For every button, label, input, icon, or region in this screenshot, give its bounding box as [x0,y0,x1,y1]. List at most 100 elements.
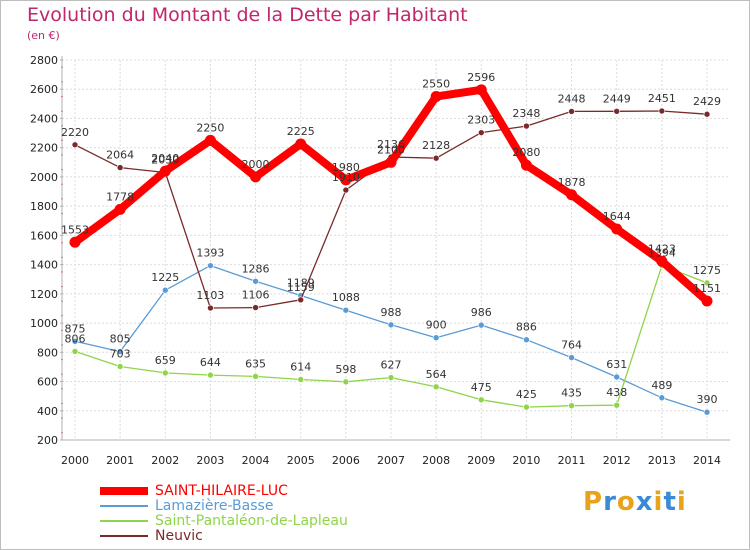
data-label: 2000 [242,158,270,171]
data-label: 886 [516,321,537,334]
data-point [611,223,622,234]
data-label: 1980 [332,161,360,174]
data-point [614,374,620,380]
data-label: 2449 [603,92,631,105]
data-label: 564 [426,368,447,381]
data-label: 659 [155,354,176,367]
data-label: 2429 [693,95,721,108]
y-tick-label: 2400 [30,112,58,125]
data-point [207,263,213,269]
data-label: 1393 [196,247,224,260]
data-point [433,335,439,341]
logo-letter: i [677,487,687,517]
legend-swatch [100,487,148,495]
data-label: 1553 [61,223,89,236]
y-tick-label: 1200 [30,288,58,301]
y-tick-label: 2600 [30,83,58,96]
legend-swatch [100,535,148,537]
y-tick-label: 800 [37,346,58,359]
logo-letter: o [617,487,636,517]
x-tick-label: 2003 [196,454,224,467]
y-tick-label: 200 [37,434,58,447]
x-tick-label: 2012 [603,454,631,467]
data-label: 2080 [512,146,540,159]
data-point [614,108,620,114]
line-chart: 2004006008001000120014001600180020002200… [0,0,750,550]
data-label: 900 [426,319,447,332]
data-label: 2100 [377,143,405,156]
data-label: 635 [245,357,266,370]
data-point [476,84,487,95]
data-point [162,287,168,293]
data-point [386,157,397,168]
data-label: 614 [290,360,311,373]
x-tick-label: 2010 [512,454,540,467]
logo-letter: x [636,487,654,517]
legend-label: Saint-Pantaléon-de-Lapleau [155,513,348,529]
data-label: 1159 [287,281,315,294]
data-point [205,135,216,146]
data-point [659,395,665,401]
x-tick-label: 2007 [377,454,405,467]
data-label: 1778 [106,190,134,203]
data-label: 2225 [287,125,315,138]
x-tick-label: 2013 [648,454,676,467]
data-label: 1225 [151,271,179,284]
y-tick-label: 400 [37,405,58,418]
data-point [160,166,171,177]
legend-swatch [100,520,148,522]
data-label: 2448 [558,92,586,105]
data-point [569,355,575,361]
y-tick-label: 1800 [30,200,58,213]
y-tick-label: 600 [37,376,58,389]
data-point [521,160,532,171]
data-point [523,404,529,410]
data-point [659,108,665,114]
data-label: 475 [471,381,492,394]
data-label: 1275 [693,264,721,277]
data-point [343,379,349,385]
x-tick-label: 2006 [332,454,360,467]
data-point [298,376,304,382]
x-tick-label: 2008 [422,454,450,467]
logo-letter: r [603,487,617,517]
data-label: 2064 [106,149,134,162]
data-point [295,139,306,150]
data-label: 1088 [332,291,360,304]
data-label: 2451 [648,92,676,105]
data-point [433,384,439,390]
y-tick-label: 2000 [30,171,58,184]
data-label: 631 [606,358,627,371]
y-tick-label: 2200 [30,142,58,155]
data-point [298,297,304,303]
data-label: 2220 [61,126,89,139]
legend-label: Lamazière-Basse [155,498,273,514]
data-point [523,337,529,343]
axes: 200 400 600 800 1000 1200 1400 1600 1800 2000 2200… [30,54,730,467]
data-point [569,403,575,409]
data-point [566,189,577,200]
data-label: 390 [697,393,718,406]
data-label: 489 [651,379,672,392]
legend-swatch [100,505,148,507]
data-point [569,108,575,114]
data-point [343,187,349,193]
data-label: 2040 [151,152,179,165]
data-point [250,171,261,182]
logo-letter: i [654,487,664,517]
data-label: 703 [110,347,131,360]
x-tick-label: 2004 [242,454,270,467]
data-label: 764 [561,339,582,352]
x-tick-label: 2014 [693,454,721,467]
data-label: 644 [200,356,221,369]
data-point [117,363,123,369]
data-point [253,373,259,379]
x-tick-label: 2005 [287,454,315,467]
y-tick-label: 2800 [30,54,58,67]
x-tick-label: 2002 [151,454,179,467]
data-point [207,305,213,311]
x-tick-label: 2000 [61,454,89,467]
data-label: 2550 [422,78,450,91]
data-label: 435 [561,387,582,400]
data-point [388,322,394,328]
